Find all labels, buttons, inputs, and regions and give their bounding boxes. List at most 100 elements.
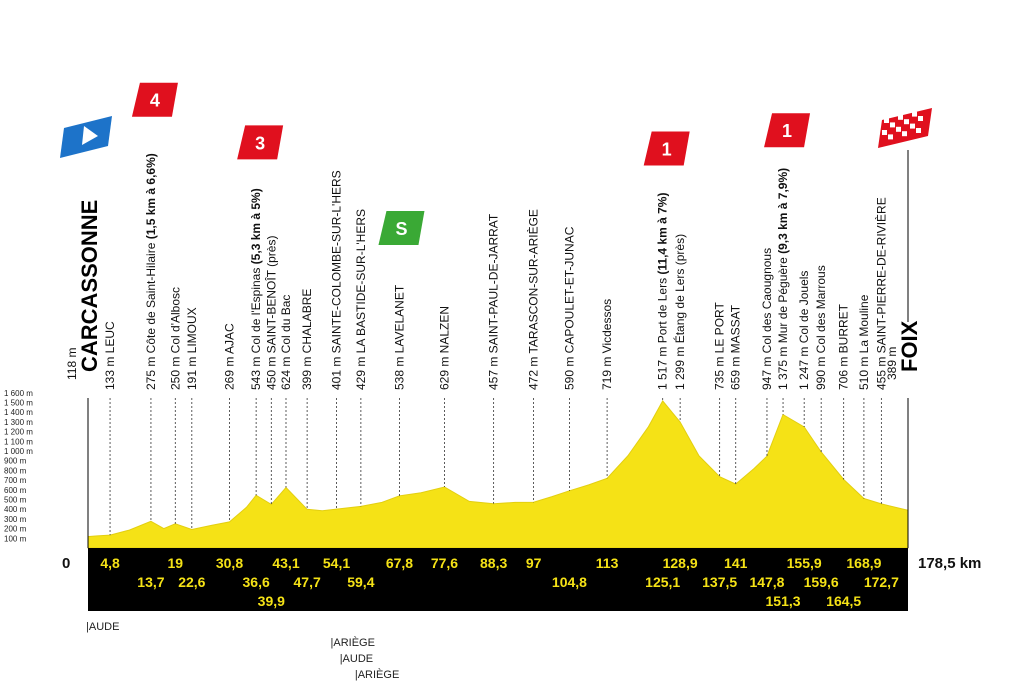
waypoint-name: Étang de Lers (près): [672, 234, 687, 343]
y-tick-label: 200 m: [4, 525, 27, 534]
km-label: 54,1: [323, 555, 350, 571]
km-label: 30,8: [216, 555, 243, 571]
waypoint-label: 191 m LIMOUX: [185, 307, 199, 390]
y-tick-label: 600 m: [4, 486, 27, 495]
waypoint-name: TARASCON-SUR-ARIÈGE: [526, 209, 541, 353]
km-label: 19: [167, 555, 183, 571]
finish-flag-check: [918, 116, 923, 121]
waypoint-label: 429 m LA BASTIDE-SUR-L'HERS: [354, 209, 368, 390]
waypoint-label: 399 m CHALABRE: [300, 289, 314, 390]
climb-category-badge: 3: [237, 125, 284, 160]
waypoint-altitude: 401 m: [330, 353, 344, 390]
waypoint-altitude: 1 299 m: [673, 343, 687, 390]
waypoint-name: Col de Jouels: [797, 271, 811, 344]
waypoint-label: 719 m Vicdessos: [600, 299, 614, 390]
km-label: 47,7: [294, 574, 321, 590]
department-label: |AUDE: [340, 653, 373, 665]
waypoint-name: LE PORT: [713, 302, 727, 354]
waypoint-label: 457 m SAINT-PAUL-DE-JARRAT: [487, 213, 501, 390]
km-label: 88,3: [480, 555, 507, 571]
waypoint-name: CHALABRE: [300, 289, 314, 354]
department-label: |AUDE: [86, 621, 119, 633]
waypoint-altitude: 133 m: [103, 353, 117, 390]
waypoint-altitude: 429 m: [354, 353, 368, 390]
y-tick-label: 1 200 m: [4, 428, 33, 437]
finish-flag-check: [896, 126, 901, 132]
waypoint-altitude: 250 m: [168, 353, 182, 390]
waypoint-altitude: 1 517 m: [656, 343, 670, 390]
waypoint-label: 401 m SAINTE-COLOMBE-SUR-L'HERS: [330, 170, 344, 390]
waypoint-altitude: 510 m: [857, 353, 871, 390]
waypoint-name: LAVELANET: [392, 284, 406, 353]
waypoint-name: Col d'Albosc: [168, 287, 182, 353]
waypoint-name: LEUC: [103, 321, 117, 353]
waypoint-altitude: 719 m: [600, 353, 614, 390]
finish-flag-check: [884, 118, 889, 123]
finish-flag-check: [912, 111, 917, 117]
finish-flag-check: [898, 114, 903, 120]
y-tick-label: 300 m: [4, 515, 27, 524]
waypoint-label: 1 517 m Port de Lers (11,4 km à 7%): [656, 193, 670, 390]
waypoint-altitude: 624 m: [279, 353, 293, 390]
waypoint-label: 1 247 m Col de Jouels: [797, 271, 811, 390]
waypoint-altitude: 538 m: [392, 353, 406, 390]
climb-category-badge: 1: [643, 131, 690, 166]
climb-detail: (1,5 km à 6,6%): [144, 153, 158, 242]
waypoint-altitude: 1 247 m: [797, 343, 811, 390]
y-tick-label: 1 000 m: [4, 447, 33, 456]
waypoint-altitude: 629 m: [437, 353, 451, 390]
waypoint-altitude: 457 m: [487, 353, 501, 390]
km-label: 4,8: [100, 555, 120, 571]
waypoint-altitude: 455 m: [874, 353, 888, 390]
y-tick-label: 900 m: [4, 457, 27, 466]
waypoint-altitude: 389 m: [885, 347, 899, 380]
climb-detail: (11,4 km à 7%): [656, 193, 670, 278]
waypoint-name: NALZEN: [437, 306, 451, 353]
sprint-badge-shape: [378, 211, 425, 245]
km-label: 59,4: [347, 574, 374, 590]
finish-flag-shape: [878, 108, 932, 148]
waypoint-label: 472 m TARASCON-SUR-ARIÈGE: [526, 209, 541, 390]
km-label: 36,6: [243, 574, 270, 590]
climb-category-badge-label: 4: [150, 91, 160, 111]
km-label: 39,9: [258, 593, 285, 609]
waypoint-name: SAINT-PAUL-DE-JARRAT: [487, 213, 501, 353]
km-label: 22,6: [178, 574, 205, 590]
waypoint-altitude: 947 m: [760, 353, 774, 390]
y-tick-label: 1 600 m: [4, 389, 33, 398]
y-tick-label: 500 m: [4, 496, 27, 505]
waypoint-name: La Mouline: [857, 294, 871, 353]
waypoint-label: 735 m LE PORT: [713, 302, 727, 390]
waypoint-label: 510 m La Mouline: [857, 294, 871, 390]
waypoint-altitude: 118 m: [65, 348, 79, 380]
waypoint-label: 706 m BURRET: [837, 303, 851, 390]
badges: 4 3 S 1 1: [60, 82, 932, 245]
km-band: 0 178,5 km 4,8 19 30,8 43,1 54,1 67,8 77,6 88,3 97…: [62, 548, 981, 611]
waypoint-name: CAPOULET-ET-JUNAC: [562, 226, 576, 353]
climb-category-badge-label: 3: [255, 133, 265, 153]
waypoint-label: 659 m MASSAT: [729, 304, 743, 390]
y-tick-label: 700 m: [4, 476, 27, 485]
km-label: 141: [724, 555, 748, 571]
climb-category-badge: 4: [131, 82, 178, 117]
waypoint-label: 590 m CAPOULET-ET-JUNAC: [562, 226, 576, 390]
play-arrow-icon: [82, 126, 98, 145]
waypoint-name: LIMOUX: [185, 307, 199, 353]
waypoint-altitude: 269 m: [222, 354, 236, 390]
waypoint-name: BURRET: [837, 303, 851, 353]
km-label: 151,3: [766, 593, 801, 609]
climb-detail: (9,3 km à 7,9%): [776, 168, 790, 257]
km-label: 172,7: [864, 574, 899, 590]
start-city-label: CARCASSONNE: [77, 200, 102, 372]
climb-detail: (5,3 km à 5%): [249, 188, 263, 267]
department-label: |ARIÈGE: [331, 636, 375, 649]
waypoint-label: 990 m Col des Marrous: [814, 265, 828, 390]
waypoint-label: 133 m LEUC: [103, 321, 117, 390]
waypoint-label: 450 m SAINT-BENOÎT (près): [263, 236, 278, 390]
km-label: 147,8: [749, 574, 784, 590]
waypoint-altitude: 275 m: [144, 353, 158, 390]
waypoint-name: SAINT-PIERRE-DE-RIVIÈRE: [873, 197, 888, 353]
